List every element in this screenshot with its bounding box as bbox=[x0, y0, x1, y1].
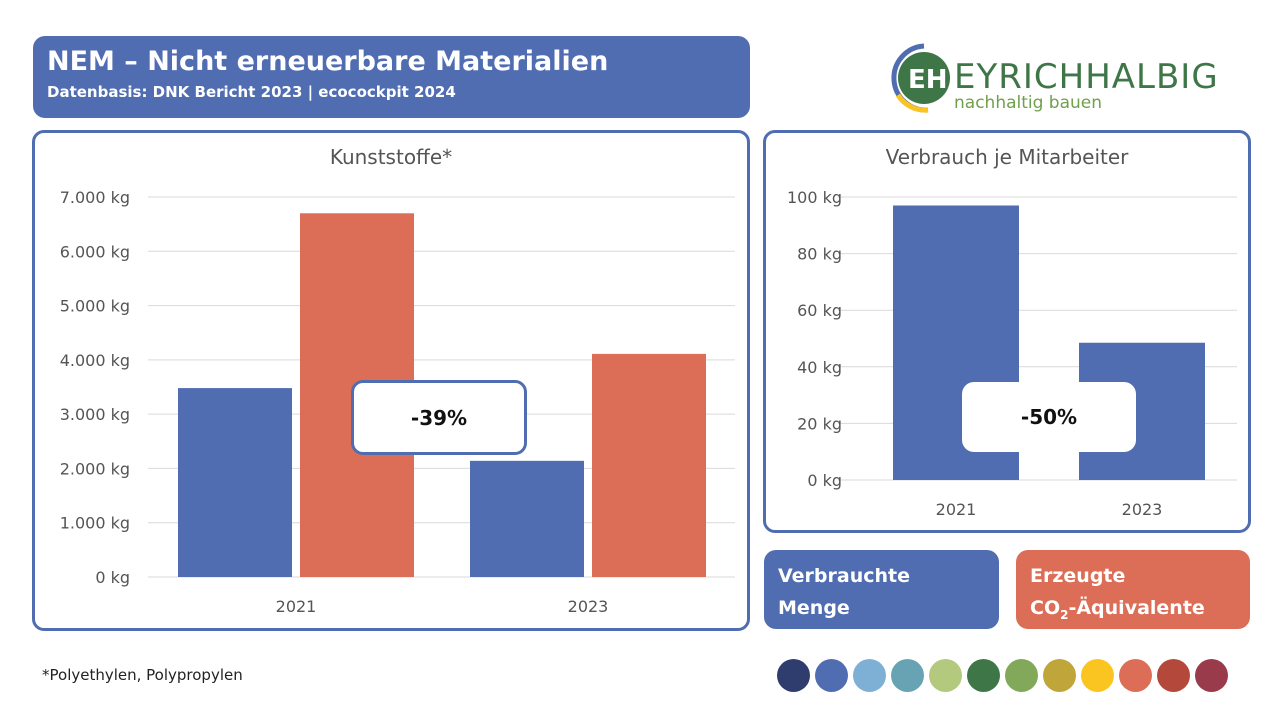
legend-label: CO2-Äquivalente bbox=[1030, 592, 1236, 631]
footnote: *Polyethylen, Polypropylen bbox=[42, 666, 243, 684]
y-tick-label: 4.000 kg bbox=[60, 351, 130, 370]
palette-dot bbox=[1119, 659, 1152, 692]
y-tick-label: 6.000 kg bbox=[60, 242, 130, 261]
legend-label-sub: 2 bbox=[1060, 607, 1069, 622]
y-tick-label: 0 kg bbox=[95, 568, 130, 587]
header-banner: NEM – Nicht erneuerbare Materialien Date… bbox=[33, 36, 750, 118]
logo-mark-text: EH bbox=[908, 65, 948, 95]
chart-title: Verbrauch je Mitarbeiter bbox=[885, 145, 1129, 169]
y-tick-label: 7.000 kg bbox=[60, 188, 130, 207]
legend-label-part: CO bbox=[1030, 597, 1061, 619]
palette-dot bbox=[815, 659, 848, 692]
page-title: NEM – Nicht erneuerbare Materialien bbox=[47, 46, 609, 77]
logo-mark: EH EYRICHHALBIG nachhaltig bauen bbox=[891, 43, 1219, 113]
palette-dot bbox=[891, 659, 924, 692]
legend-label: Menge bbox=[778, 597, 850, 619]
bar-2023-1 bbox=[592, 353, 706, 577]
palette-dot bbox=[853, 659, 886, 692]
legend-verbrauchte-menge: Verbrauchte Menge bbox=[764, 550, 999, 629]
logo-text: EYRICHHALBIG bbox=[954, 57, 1219, 97]
palette-dot bbox=[967, 659, 1000, 692]
palette-dot bbox=[1005, 659, 1038, 692]
y-tick-label: 1.000 kg bbox=[60, 514, 130, 533]
y-tick-label: 100 kg bbox=[787, 188, 842, 207]
change-callout: -50% bbox=[962, 382, 1136, 452]
bar-2023-0 bbox=[470, 460, 584, 577]
legend-label: Verbrauchte bbox=[778, 565, 910, 587]
logo-tagline: nachhaltig bauen bbox=[954, 93, 1102, 113]
palette-dot bbox=[777, 659, 810, 692]
change-callout: -39% bbox=[351, 380, 527, 455]
legend-co2: Erzeugte CO2-Äquivalente bbox=[1016, 550, 1250, 629]
page-subtitle: Datenbasis: DNK Bericht 2023 | ecocockpi… bbox=[47, 83, 456, 101]
y-tick-label: 80 kg bbox=[797, 245, 842, 264]
x-tick-label: 2021 bbox=[276, 597, 317, 616]
y-tick-label: 0 kg bbox=[807, 471, 842, 490]
chart-title: Kunststoffe* bbox=[329, 145, 453, 169]
legend-label-part: -Äquivalente bbox=[1068, 597, 1205, 619]
palette-dot bbox=[1043, 659, 1076, 692]
y-tick-label: 3.000 kg bbox=[60, 405, 130, 424]
palette-dot bbox=[1157, 659, 1190, 692]
x-tick-label: 2021 bbox=[936, 500, 977, 519]
palette-dot bbox=[929, 659, 962, 692]
company-logo: EH EYRICHHALBIG nachhaltig bauen bbox=[888, 40, 1228, 115]
legend-label: Erzeugte bbox=[1030, 565, 1126, 587]
y-tick-label: 2.000 kg bbox=[60, 459, 130, 478]
y-tick-label: 5.000 kg bbox=[60, 297, 130, 316]
x-tick-label: 2023 bbox=[1122, 500, 1163, 519]
color-palette bbox=[777, 659, 1228, 692]
palette-dot bbox=[1195, 659, 1228, 692]
y-tick-label: 60 kg bbox=[797, 301, 842, 320]
y-tick-label: 40 kg bbox=[797, 358, 842, 377]
palette-dot bbox=[1081, 659, 1114, 692]
x-tick-label: 2023 bbox=[568, 597, 609, 616]
bar-2021-0 bbox=[178, 388, 292, 577]
y-tick-label: 20 kg bbox=[797, 414, 842, 433]
